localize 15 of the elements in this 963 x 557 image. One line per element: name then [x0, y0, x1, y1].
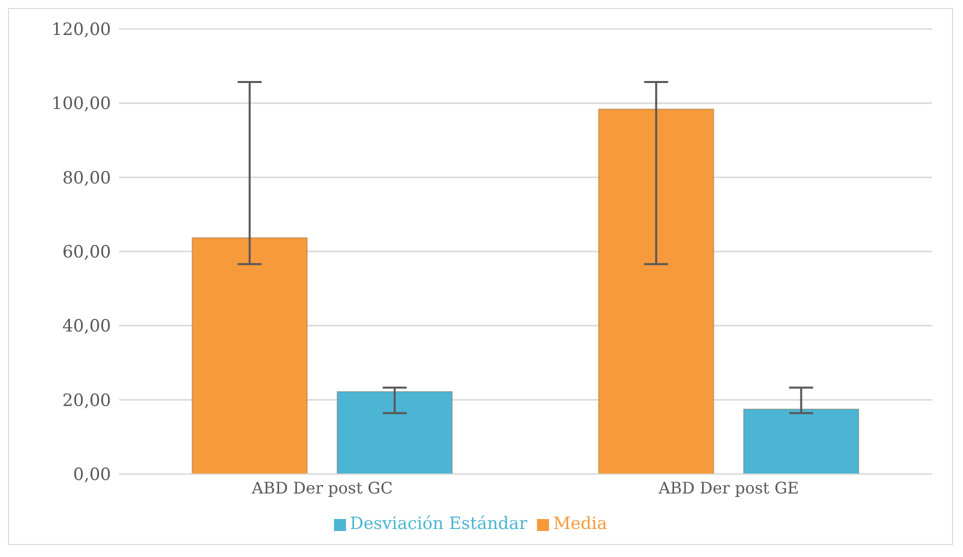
bar: [743, 408, 860, 474]
bar: [192, 237, 308, 474]
y-tick-label: 20,00: [62, 390, 111, 411]
y-tick-label: 60,00: [62, 242, 111, 263]
y-tick-label: 40,00: [62, 316, 111, 337]
y-tick-label: 80,00: [62, 168, 111, 188]
legend-label: Desviación Estándar: [350, 514, 528, 534]
x-tick-label: ABD Der post GC: [250, 478, 393, 498]
y-tick-label: 100,00: [52, 94, 111, 114]
x-tick-label: ABD Der post GE: [658, 478, 799, 498]
bar: [598, 108, 714, 474]
y-tick-label: 0,00: [73, 465, 111, 486]
bar: [336, 391, 453, 474]
y-tick-label: 120,00: [52, 20, 111, 40]
legend-label: Media: [553, 514, 608, 534]
